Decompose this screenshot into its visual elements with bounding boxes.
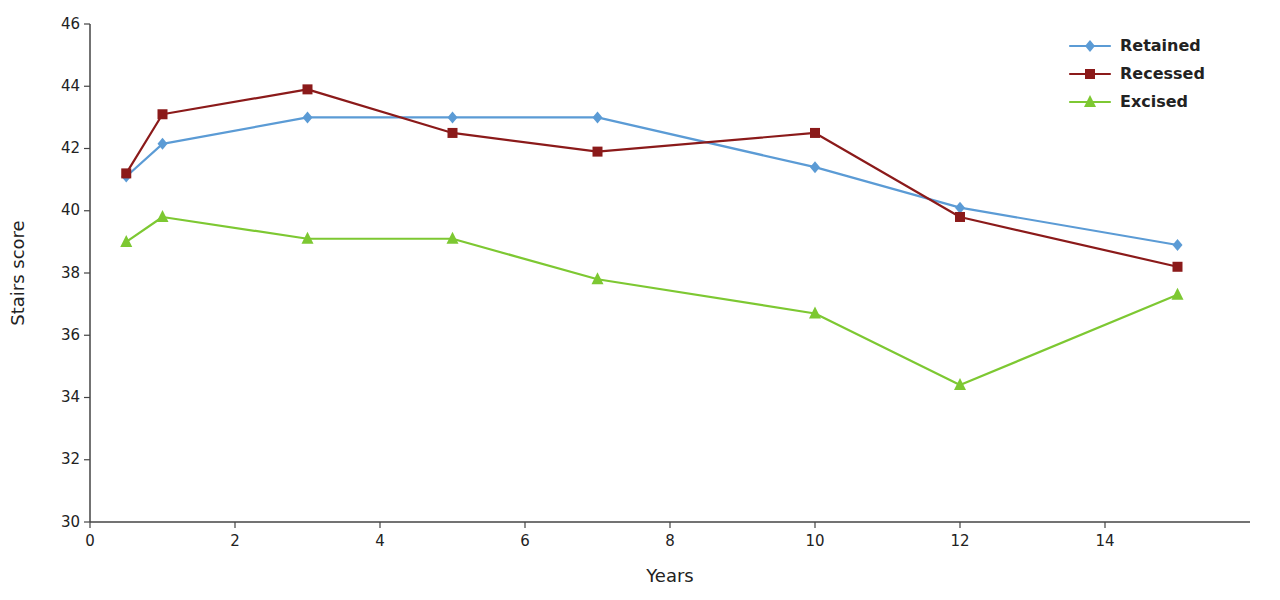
- y-tick: [84, 210, 90, 211]
- legend-marker: [1085, 40, 1095, 52]
- series-line: [126, 217, 1177, 385]
- y-tick-label: 42: [61, 139, 80, 157]
- series: [120, 210, 1183, 390]
- data-point: [448, 128, 458, 138]
- x-tick: [1104, 522, 1105, 528]
- legend-item: Recessed: [1070, 64, 1205, 83]
- x-tick-label: 2: [230, 532, 240, 550]
- x-tick: [234, 522, 235, 528]
- x-tick: [89, 522, 90, 528]
- data-point: [303, 111, 313, 123]
- data-point: [158, 109, 168, 119]
- data-point: [121, 168, 131, 178]
- x-tick-label: 10: [805, 532, 824, 550]
- legend: Retained Recessed Excised: [1070, 36, 1205, 111]
- series-line: [126, 117, 1177, 245]
- chart-container: 02468101214303234363840424446YearsStairs…: [0, 0, 1280, 600]
- data-point: [120, 235, 132, 247]
- legend-item: Retained: [1070, 36, 1201, 55]
- y-tick-label: 44: [61, 77, 80, 95]
- data-point: [592, 272, 604, 284]
- legend-label: Retained: [1120, 36, 1201, 55]
- x-axis-label: Years: [645, 565, 694, 586]
- y-tick: [84, 23, 90, 24]
- y-tick-label: 46: [61, 15, 80, 33]
- x-tick: [524, 522, 525, 528]
- data-point: [1173, 239, 1183, 251]
- axes: 02468101214303234363840424446: [61, 15, 1250, 551]
- x-tick: [379, 522, 380, 528]
- y-tick: [84, 272, 90, 273]
- data-point: [447, 232, 459, 244]
- plot-area: [120, 84, 1183, 390]
- data-point: [593, 111, 603, 123]
- y-tick-label: 30: [61, 513, 80, 531]
- y-tick-label: 32: [61, 450, 80, 468]
- data-point: [809, 306, 821, 318]
- y-tick: [84, 459, 90, 460]
- x-tick-label: 6: [520, 532, 530, 550]
- data-point: [810, 161, 820, 173]
- x-tick: [669, 522, 670, 528]
- y-tick: [84, 335, 90, 336]
- y-tick: [84, 397, 90, 398]
- x-tick-label: 14: [1095, 532, 1114, 550]
- y-tick-label: 34: [61, 388, 80, 406]
- y-tick-label: 38: [61, 264, 80, 282]
- x-tick-label: 0: [85, 532, 95, 550]
- data-point: [955, 202, 965, 214]
- y-tick: [84, 148, 90, 149]
- data-point: [593, 147, 603, 157]
- legend-label: Recessed: [1120, 64, 1205, 83]
- data-point: [1173, 262, 1183, 272]
- data-point: [1172, 288, 1184, 300]
- chart: 02468101214303234363840424446YearsStairs…: [0, 0, 1280, 600]
- y-tick: [84, 521, 90, 522]
- y-tick-label: 36: [61, 326, 80, 344]
- x-tick: [959, 522, 960, 528]
- y-axis-label: Stairs score: [7, 220, 28, 325]
- series-line: [126, 89, 1177, 266]
- legend-marker: [1084, 95, 1096, 107]
- legend-marker: [1085, 69, 1095, 79]
- data-point: [157, 210, 169, 222]
- data-point: [303, 84, 313, 94]
- legend-label: Excised: [1120, 92, 1188, 111]
- x-tick-label: 8: [665, 532, 675, 550]
- data-point: [448, 111, 458, 123]
- y-tick-label: 40: [61, 201, 80, 219]
- data-point: [810, 128, 820, 138]
- legend-item: Excised: [1070, 92, 1188, 111]
- series: [121, 111, 1182, 251]
- x-tick: [814, 522, 815, 528]
- x-tick-label: 4: [375, 532, 385, 550]
- data-point: [158, 138, 168, 150]
- series: [121, 84, 1182, 271]
- data-point: [302, 232, 314, 244]
- y-tick: [84, 86, 90, 87]
- data-point: [955, 212, 965, 222]
- data-point: [954, 378, 966, 390]
- x-tick-label: 12: [950, 532, 969, 550]
